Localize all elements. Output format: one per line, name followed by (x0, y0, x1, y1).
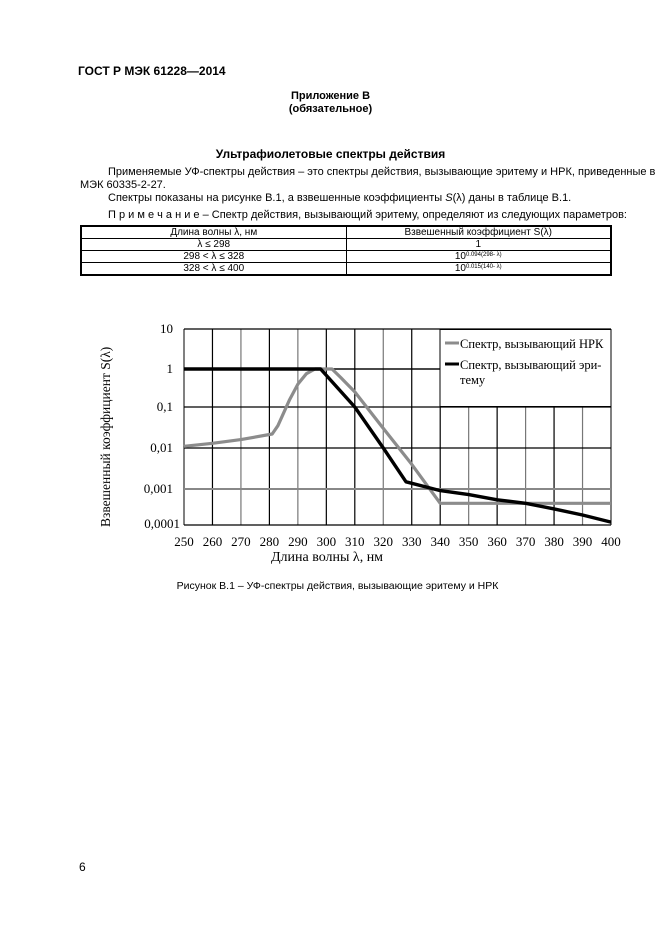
appendix-status: (обязательное) (288, 103, 373, 115)
y-tick: 1 (166, 361, 174, 376)
value-base: 10 (454, 263, 466, 274)
y-tick: 0,01 (150, 440, 173, 455)
document-id: ГОСТ Р МЭК 61228—2014 (78, 64, 226, 78)
legend-text: Спектр, вызывающий эри- (460, 358, 602, 372)
x-tick: 250 (174, 534, 194, 549)
table-header-row: Длина волны λ, нм Взвешенный коэффициент… (80, 225, 612, 239)
symbol-s: S (445, 192, 453, 204)
page-number: 6 (79, 860, 86, 874)
figure-caption: Рисунок В.1 – УФ-спектры действия, вызыв… (176, 580, 499, 592)
paragraph-line: Применяемые УФ-спектры действия – это сп… (108, 166, 656, 178)
x-tick: 310 (345, 534, 365, 549)
text: (λ) даны в таблице В.1. (452, 192, 572, 204)
note: П р и м е ч а н и е – Спектр действия, в… (108, 208, 627, 222)
value: 1 (475, 239, 482, 250)
paragraph-figure-ref: Спектры показаны на рисунке В.1, а взвеш… (108, 191, 571, 205)
note-label: П р и м е ч а н и е (108, 209, 200, 221)
y-axis-label-text: Взвешенный коэффициент S(λ) (98, 346, 113, 527)
x-tick: 330 (401, 534, 422, 549)
x-tick: 380 (544, 534, 564, 549)
legend-item-npk: Спектр, вызывающий НРК (460, 337, 604, 351)
legend-box (439, 329, 612, 407)
x-tick: 340 (430, 534, 450, 549)
table-cell: 100.015(140- λ) (345, 262, 612, 276)
table-row: λ ≤ 298 1 (80, 238, 612, 251)
x-tick: 390 (572, 534, 593, 549)
y-axis-label: Взвешенный коэффициент S(λ) (98, 347, 114, 527)
x-tick: 280 (259, 534, 280, 549)
x-tick: 320 (373, 534, 394, 549)
y-tick: 0,001 (143, 481, 173, 496)
y-tick: 10 (160, 321, 173, 336)
table-row: 328 < λ ≤ 400 100.015(140- λ) (80, 262, 612, 276)
value-base: 10 (454, 251, 466, 262)
y-tick: 0,1 (156, 399, 173, 414)
section-title: Ультрафиолетовые спектры действия (215, 147, 446, 161)
value-exponent: 0.015(140- λ) (465, 264, 502, 270)
value-exponent: 0.094(298- λ) (465, 252, 502, 258)
x-tick: 300 (316, 534, 337, 549)
x-tick: 350 (458, 534, 479, 549)
x-tick: 270 (231, 534, 251, 549)
note-text: – Спектр действия, вызывающий эритему, о… (199, 209, 627, 221)
paragraph-line: МЭК 60335-2-27. (80, 179, 166, 191)
table-cell: 100.094(298- λ) (345, 250, 612, 263)
x-tick: 370 (515, 534, 536, 549)
series-erythema-line (184, 367, 612, 524)
text: Спектры показаны на рисунке В.1, а взвеш… (108, 192, 446, 204)
y-tick: 0,0001 (144, 516, 180, 531)
x-tick: 360 (487, 534, 507, 549)
legend-text: тему (460, 373, 486, 387)
x-tick: 260 (202, 534, 223, 549)
table-row: 298 < λ ≤ 328 100.094(298- λ) (80, 250, 612, 263)
coefficients-table: Длина волны λ, нм Взвешенный коэффициент… (80, 225, 612, 276)
x-axis-label: Длина волны λ, нм (270, 550, 384, 565)
x-tick: 290 (288, 534, 308, 549)
legend-item-erythema: Спектр, вызывающий эри- тему (460, 358, 601, 388)
appendix-title: Приложение В (290, 90, 371, 102)
x-tick: 400 (601, 534, 621, 549)
